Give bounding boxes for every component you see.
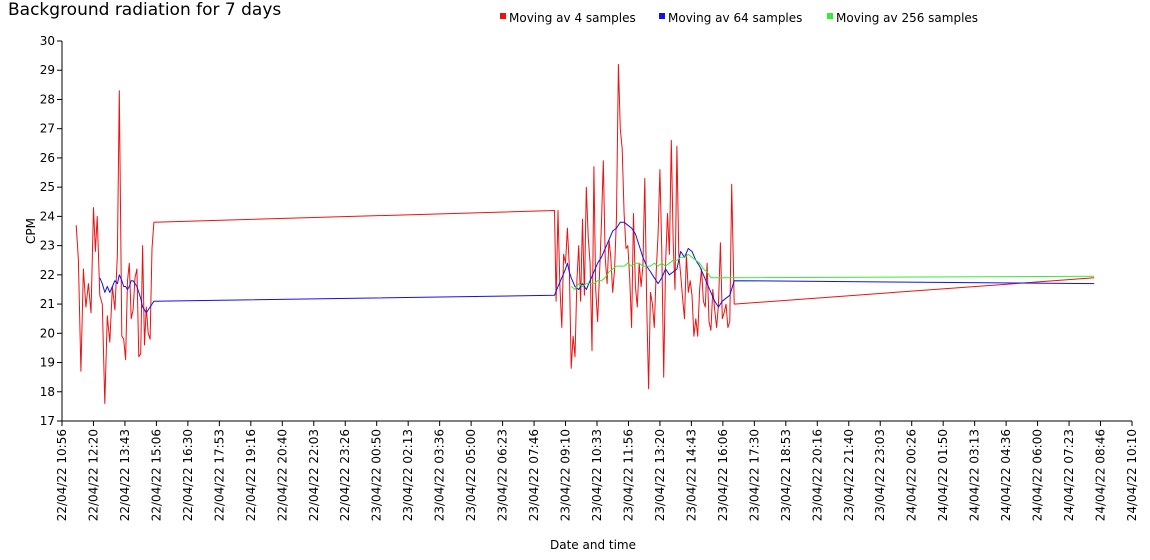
x-tick-label: 23/04/22 06:23 [496, 429, 510, 521]
x-tick-label: 24/04/22 03:13 [968, 429, 982, 521]
x-tick-label: 22/04/22 10:56 [55, 429, 69, 521]
x-tick-label: 22/04/22 19:16 [244, 429, 258, 521]
y-tick-label: 28 [40, 92, 55, 106]
x-tick-label: 23/04/22 21:40 [842, 429, 856, 521]
x-tick-label: 23/04/22 02:13 [401, 429, 415, 521]
x-tick-label: 23/04/22 16:06 [716, 429, 730, 521]
x-tick-label: 22/04/22 13:43 [118, 429, 132, 521]
x-tick-label: 24/04/22 01:50 [936, 429, 950, 521]
x-tick-label: 23/04/22 13:20 [653, 429, 667, 521]
series-line-av256 [570, 253, 1095, 290]
legend-swatch-4 [500, 13, 506, 19]
legend: Moving av 4 samples Moving av 64 samples… [500, 11, 978, 25]
x-tick-label: 23/04/22 10:33 [590, 429, 604, 521]
y-tick-label: 29 [40, 63, 55, 77]
series-line-av4 [75, 63, 1095, 404]
x-axis-label: Date and time [550, 538, 636, 552]
y-tick-label: 26 [40, 151, 55, 165]
x-tick-label: 22/04/22 17:53 [212, 429, 226, 521]
x-tick-label: 24/04/22 00:26 [905, 429, 919, 521]
x-ticks: 22/04/22 10:56 22/04/22 12:20 22/04/22 13:… [55, 421, 1139, 521]
legend-swatch-256 [827, 13, 833, 19]
series-line-av64 [99, 221, 1095, 314]
y-ticks: 17 18 19 20 21 22 23 24 25 26 27 28 29 30 [40, 34, 62, 428]
x-tick-label: 23/04/22 18:53 [779, 429, 793, 521]
x-tick-label: 22/04/22 12:20 [86, 429, 100, 521]
legend-label-256: Moving av 256 samples [836, 11, 978, 25]
x-tick-label: 22/04/22 22:03 [307, 429, 321, 521]
y-tick-label: 17 [40, 414, 55, 428]
x-tick-label: 24/04/22 08:46 [1094, 429, 1108, 521]
legend-label-4: Moving av 4 samples [509, 11, 636, 25]
x-tick-label: 23/04/22 09:10 [559, 429, 573, 521]
x-tick-label: 22/04/22 20:40 [275, 429, 289, 521]
y-tick-label: 19 [40, 356, 55, 370]
legend-label-64: Moving av 64 samples [668, 11, 802, 25]
y-tick-label: 21 [40, 297, 55, 311]
x-tick-label: 23/04/22 11:56 [621, 429, 635, 521]
x-tick-label: 23/04/22 17:30 [747, 429, 761, 521]
y-tick-label: 27 [40, 122, 55, 136]
x-tick-label: 24/04/22 07:23 [1062, 429, 1076, 521]
y-tick-label: 25 [40, 180, 55, 194]
y-tick-label: 18 [40, 385, 55, 399]
y-tick-label: 30 [40, 34, 55, 48]
x-tick-label: 23/04/22 07:46 [527, 429, 541, 521]
legend-swatch-64 [659, 13, 665, 19]
x-tick-label: 22/04/22 16:30 [181, 429, 195, 521]
x-tick-label: 24/04/22 06:00 [1031, 429, 1045, 521]
y-tick-label: 24 [40, 209, 55, 223]
y-tick-label: 20 [40, 326, 55, 340]
x-tick-label: 22/04/22 23:26 [338, 429, 352, 521]
chart-title: Background radiation for 7 days [8, 0, 281, 20]
y-axis-label: CPM [24, 218, 38, 244]
y-tick-label: 22 [40, 268, 55, 282]
x-tick-label: 23/04/22 14:43 [684, 429, 698, 521]
series-group [75, 63, 1095, 404]
x-tick-label: 24/04/22 04:36 [999, 429, 1013, 521]
x-tick-label: 23/04/22 03:36 [433, 429, 447, 521]
x-tick-label: 23/04/22 00:50 [370, 429, 384, 521]
x-tick-label: 23/04/22 20:16 [810, 429, 824, 521]
y-tick-label: 23 [40, 239, 55, 253]
x-tick-label: 23/04/22 05:00 [464, 429, 478, 521]
x-tick-label: 22/04/22 15:06 [149, 429, 163, 521]
x-tick-label: 23/04/22 23:03 [873, 429, 887, 521]
x-tick-label: 24/04/22 10:10 [1125, 429, 1139, 521]
